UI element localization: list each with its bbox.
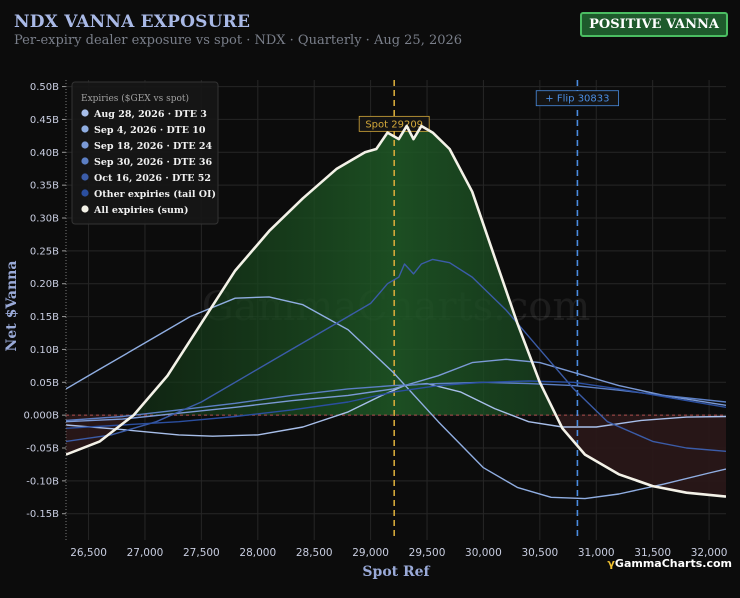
y-tick-label: 0.15B xyxy=(30,312,59,323)
y-tick-label: 0.000B xyxy=(24,411,60,422)
x-tick-label: 30,000 xyxy=(465,547,502,559)
y-tick-label: 0.50B xyxy=(30,82,59,93)
x-axis-title: Spot Ref xyxy=(362,564,430,580)
legend-swatch-5 xyxy=(81,189,89,197)
legend-label-6: All expiries (sum) xyxy=(93,205,188,216)
x-tick-label: 29,500 xyxy=(409,547,446,559)
x-tick-label: 30,500 xyxy=(521,547,558,559)
x-tick-label: 27,000 xyxy=(127,547,164,559)
reference-lines: Spot 29209 + Flip 30833 xyxy=(66,80,726,540)
series-line-6 xyxy=(66,124,726,498)
flip-label: + Flip 30833 xyxy=(535,90,620,107)
x-tick-label: 26,500 xyxy=(70,547,107,559)
legend-box xyxy=(71,81,219,225)
legend-swatch-4 xyxy=(81,173,89,181)
y-tick-label: 0.20B xyxy=(30,279,59,290)
legend-label-1: Sep 4, 2026 · DTE 10 xyxy=(94,125,206,136)
x-tick-label: 28,000 xyxy=(239,547,276,559)
y-tick-label: -0.10B xyxy=(26,476,59,487)
series-line-2 xyxy=(66,358,726,423)
chart-subtitle: Per-expiry dealer exposure vs spot · NDX… xyxy=(14,33,463,48)
series-lines xyxy=(66,124,726,500)
flip-label-box xyxy=(535,90,620,107)
legend-label-5: Other expiries (tail OI) xyxy=(94,189,216,200)
legend-swatch-0 xyxy=(81,109,89,117)
legend: Expiries ($GEX vs spot) Aug 28, 2026 · DT… xyxy=(71,81,219,225)
series-line-5 xyxy=(66,380,726,429)
legend-label-4: Oct 16, 2026 · DTE 52 xyxy=(94,173,211,184)
exposure-fill xyxy=(66,126,726,497)
y-tick-label: -0.15B xyxy=(26,509,59,520)
y-tick-label: 0.45B xyxy=(30,115,59,126)
series-line-3 xyxy=(66,381,726,422)
x-tick-label: 29,000 xyxy=(352,547,389,559)
legend-swatch-3 xyxy=(81,157,89,165)
y-tick-label: 0.25B xyxy=(30,246,59,257)
flip-label-text: + Flip 30833 xyxy=(545,94,609,105)
legend-label-2: Sep 18, 2026 · DTE 24 xyxy=(94,141,213,152)
positive-exposure-area xyxy=(133,126,556,416)
x-tick-label: 32,000 xyxy=(691,547,728,559)
legend-swatch-6 xyxy=(81,205,89,213)
y-tick-label: 0.05B xyxy=(30,378,59,389)
axes: -0.15B -0.10B -0.05B 0.000B 0.05B 0.10B 0.15B 0… xyxy=(4,80,727,580)
positive-vanna-badge: POSITIVE VANNA xyxy=(580,12,728,37)
y-tick-label: 0.35B xyxy=(30,181,59,192)
x-tick-label: 27,500 xyxy=(183,547,220,559)
series-line-4 xyxy=(66,258,726,452)
spot-label: Spot 29209 xyxy=(358,115,430,132)
legend-label-0: Aug 28, 2026 · DTE 3 xyxy=(93,109,207,120)
legend-swatch-1 xyxy=(81,125,89,133)
x-tick-label: 28,500 xyxy=(296,547,333,559)
legend-title: Expiries ($GEX vs spot) xyxy=(81,93,189,104)
y-tick-label: 0.10B xyxy=(30,345,59,356)
legend-swatch-2 xyxy=(81,141,89,149)
y-tick-label: 0.30B xyxy=(30,214,59,225)
spot-label-text: Spot 29209 xyxy=(365,119,423,130)
legend-label-3: Sep 30, 2026 · DTE 36 xyxy=(94,157,213,168)
x-tick-label: 31,500 xyxy=(634,547,671,559)
chart-title: NDX VANNA EXPOSURE xyxy=(14,12,251,32)
y-axis-title: Net $Vanna xyxy=(4,261,20,352)
y-tick-label: -0.05B xyxy=(26,444,59,455)
brand-logo: γGammaCharts.com xyxy=(607,557,732,570)
x-tick-label: 31,000 xyxy=(578,547,615,559)
series-line-1 xyxy=(66,296,726,500)
negative-exposure-area xyxy=(66,415,726,497)
y-tick-label: 0.40B xyxy=(30,148,59,159)
spot-label-box xyxy=(358,115,430,132)
